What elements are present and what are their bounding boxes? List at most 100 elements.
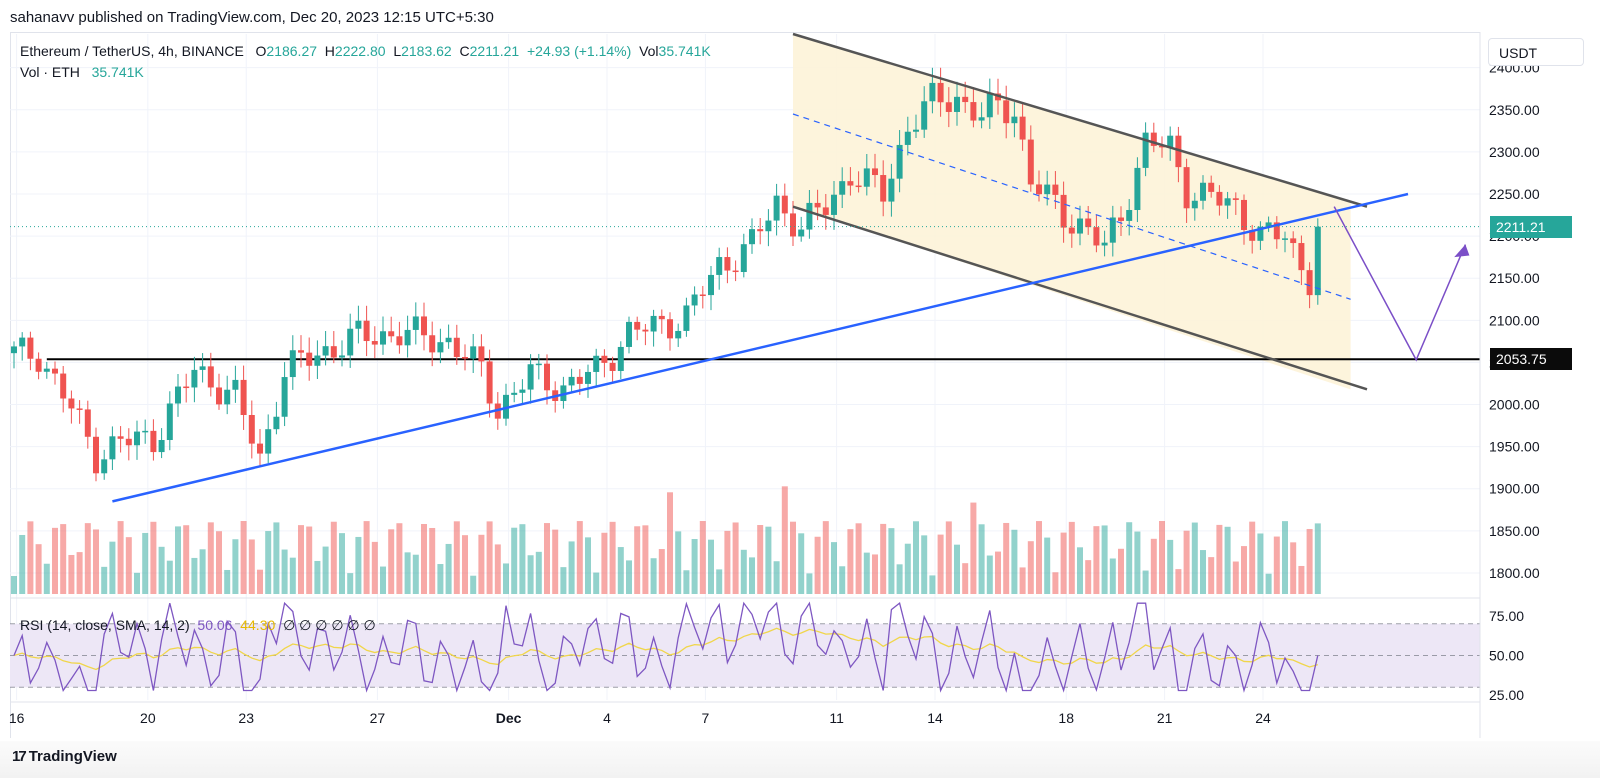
candle-body	[937, 82, 944, 103]
candle-body	[1273, 222, 1280, 240]
volume-bar	[1126, 522, 1133, 594]
candle-body	[1027, 139, 1034, 185]
currency-button[interactable]: USDT	[1488, 38, 1584, 66]
candle-body	[421, 316, 427, 336]
rsi-tick-label: 50.00	[1489, 648, 1524, 664]
volume-bar	[289, 557, 296, 594]
price-tick-label: 1800.00	[1489, 565, 1540, 581]
candle-body	[880, 175, 887, 202]
candle-body	[453, 337, 460, 357]
volume-bar	[478, 534, 485, 594]
volume-bar	[298, 525, 304, 594]
volume-bar	[150, 521, 157, 594]
volume-bar	[1085, 560, 1092, 594]
price-tick-label: 2350.00	[1489, 102, 1540, 118]
volume-bar	[634, 526, 641, 594]
candle-body	[798, 229, 805, 237]
volume-bar	[388, 529, 395, 594]
time-tick-label: 7	[702, 710, 710, 726]
volume-bar	[412, 554, 419, 594]
candle-body	[1167, 135, 1174, 148]
candle-body	[486, 361, 493, 404]
projection-path	[1333, 206, 1467, 362]
volume-bar	[790, 521, 796, 594]
volume-bar	[371, 541, 378, 594]
candle-body	[1208, 182, 1215, 192]
volume-bar	[511, 527, 518, 594]
time-tick-label: 24	[1255, 710, 1271, 726]
tradingview-logo-icon: 17	[12, 748, 27, 765]
volume-bar	[740, 549, 747, 594]
candle-body	[658, 315, 665, 320]
volume-bar	[1306, 528, 1313, 594]
channel-lower-line	[792, 205, 1368, 391]
volume-legend: Vol · ETH 35.741K	[20, 64, 144, 80]
volume-bar	[1282, 521, 1288, 594]
candle-body	[478, 346, 485, 362]
candle-body	[1044, 184, 1051, 195]
candle-body	[740, 244, 747, 273]
candle-body	[1257, 226, 1264, 241]
candle-body	[863, 168, 870, 187]
candle-body	[716, 257, 723, 275]
support-price-tag: 2053.75	[1490, 348, 1572, 371]
footer-bar	[0, 741, 1600, 778]
candle-body	[84, 409, 91, 437]
candle-body	[839, 181, 846, 195]
candle-body	[11, 346, 17, 354]
volume-bar	[109, 541, 116, 594]
candle-body	[330, 346, 337, 358]
volume-bar	[142, 532, 149, 594]
volume-bar	[1044, 537, 1051, 594]
volume-bar	[1265, 573, 1272, 594]
candle-body	[1232, 198, 1239, 200]
time-tick-label: 14	[927, 710, 943, 726]
candle-body	[1011, 116, 1018, 124]
time-tick-label: 11	[829, 710, 844, 726]
volume-bar	[117, 521, 124, 594]
candle-body	[207, 366, 214, 388]
candle-body	[175, 386, 181, 404]
price-tick-label: 2100.00	[1489, 312, 1540, 328]
candle-body	[396, 336, 403, 346]
projection-arrowhead	[1454, 244, 1470, 258]
volume-bar	[1052, 572, 1059, 594]
rsi-ma-line	[13, 627, 1318, 671]
volume-bar	[986, 555, 993, 594]
candle-body	[986, 93, 993, 118]
candle-body	[1191, 200, 1198, 209]
volume-bar	[494, 544, 501, 594]
candle-body	[781, 195, 788, 214]
candle-body	[1314, 226, 1321, 296]
candle-body	[1142, 132, 1149, 168]
volume-bar	[248, 539, 255, 594]
candle-body	[142, 430, 149, 433]
tradingview-logo[interactable]: 17 TradingView	[12, 748, 117, 765]
time-tick-label: 18	[1058, 710, 1074, 726]
candle-body	[929, 82, 936, 102]
volume-bar	[125, 537, 132, 594]
candle-body	[699, 294, 706, 297]
candle-body	[1036, 184, 1042, 195]
candle-body	[814, 202, 821, 208]
candle-body	[831, 194, 837, 215]
volume-bar	[52, 527, 58, 594]
volume-bar	[658, 549, 665, 594]
volume-bar	[199, 549, 206, 594]
volume-bar	[76, 552, 83, 594]
candle-body	[183, 386, 190, 389]
volume-bar	[1232, 561, 1239, 594]
volume-bar	[904, 543, 911, 594]
volume-bar	[863, 552, 870, 594]
candle-body	[429, 335, 436, 353]
volume-bar	[872, 554, 878, 594]
time-tick-label: Dec	[496, 710, 522, 726]
candle-body	[642, 329, 649, 332]
open-value: 2186.27	[266, 43, 318, 59]
volume-bar	[27, 521, 34, 594]
time-tick-label: 21	[1157, 710, 1173, 726]
volume-bar	[355, 536, 362, 594]
candle-body	[667, 319, 673, 339]
price-tick-label: 1850.00	[1489, 523, 1540, 539]
